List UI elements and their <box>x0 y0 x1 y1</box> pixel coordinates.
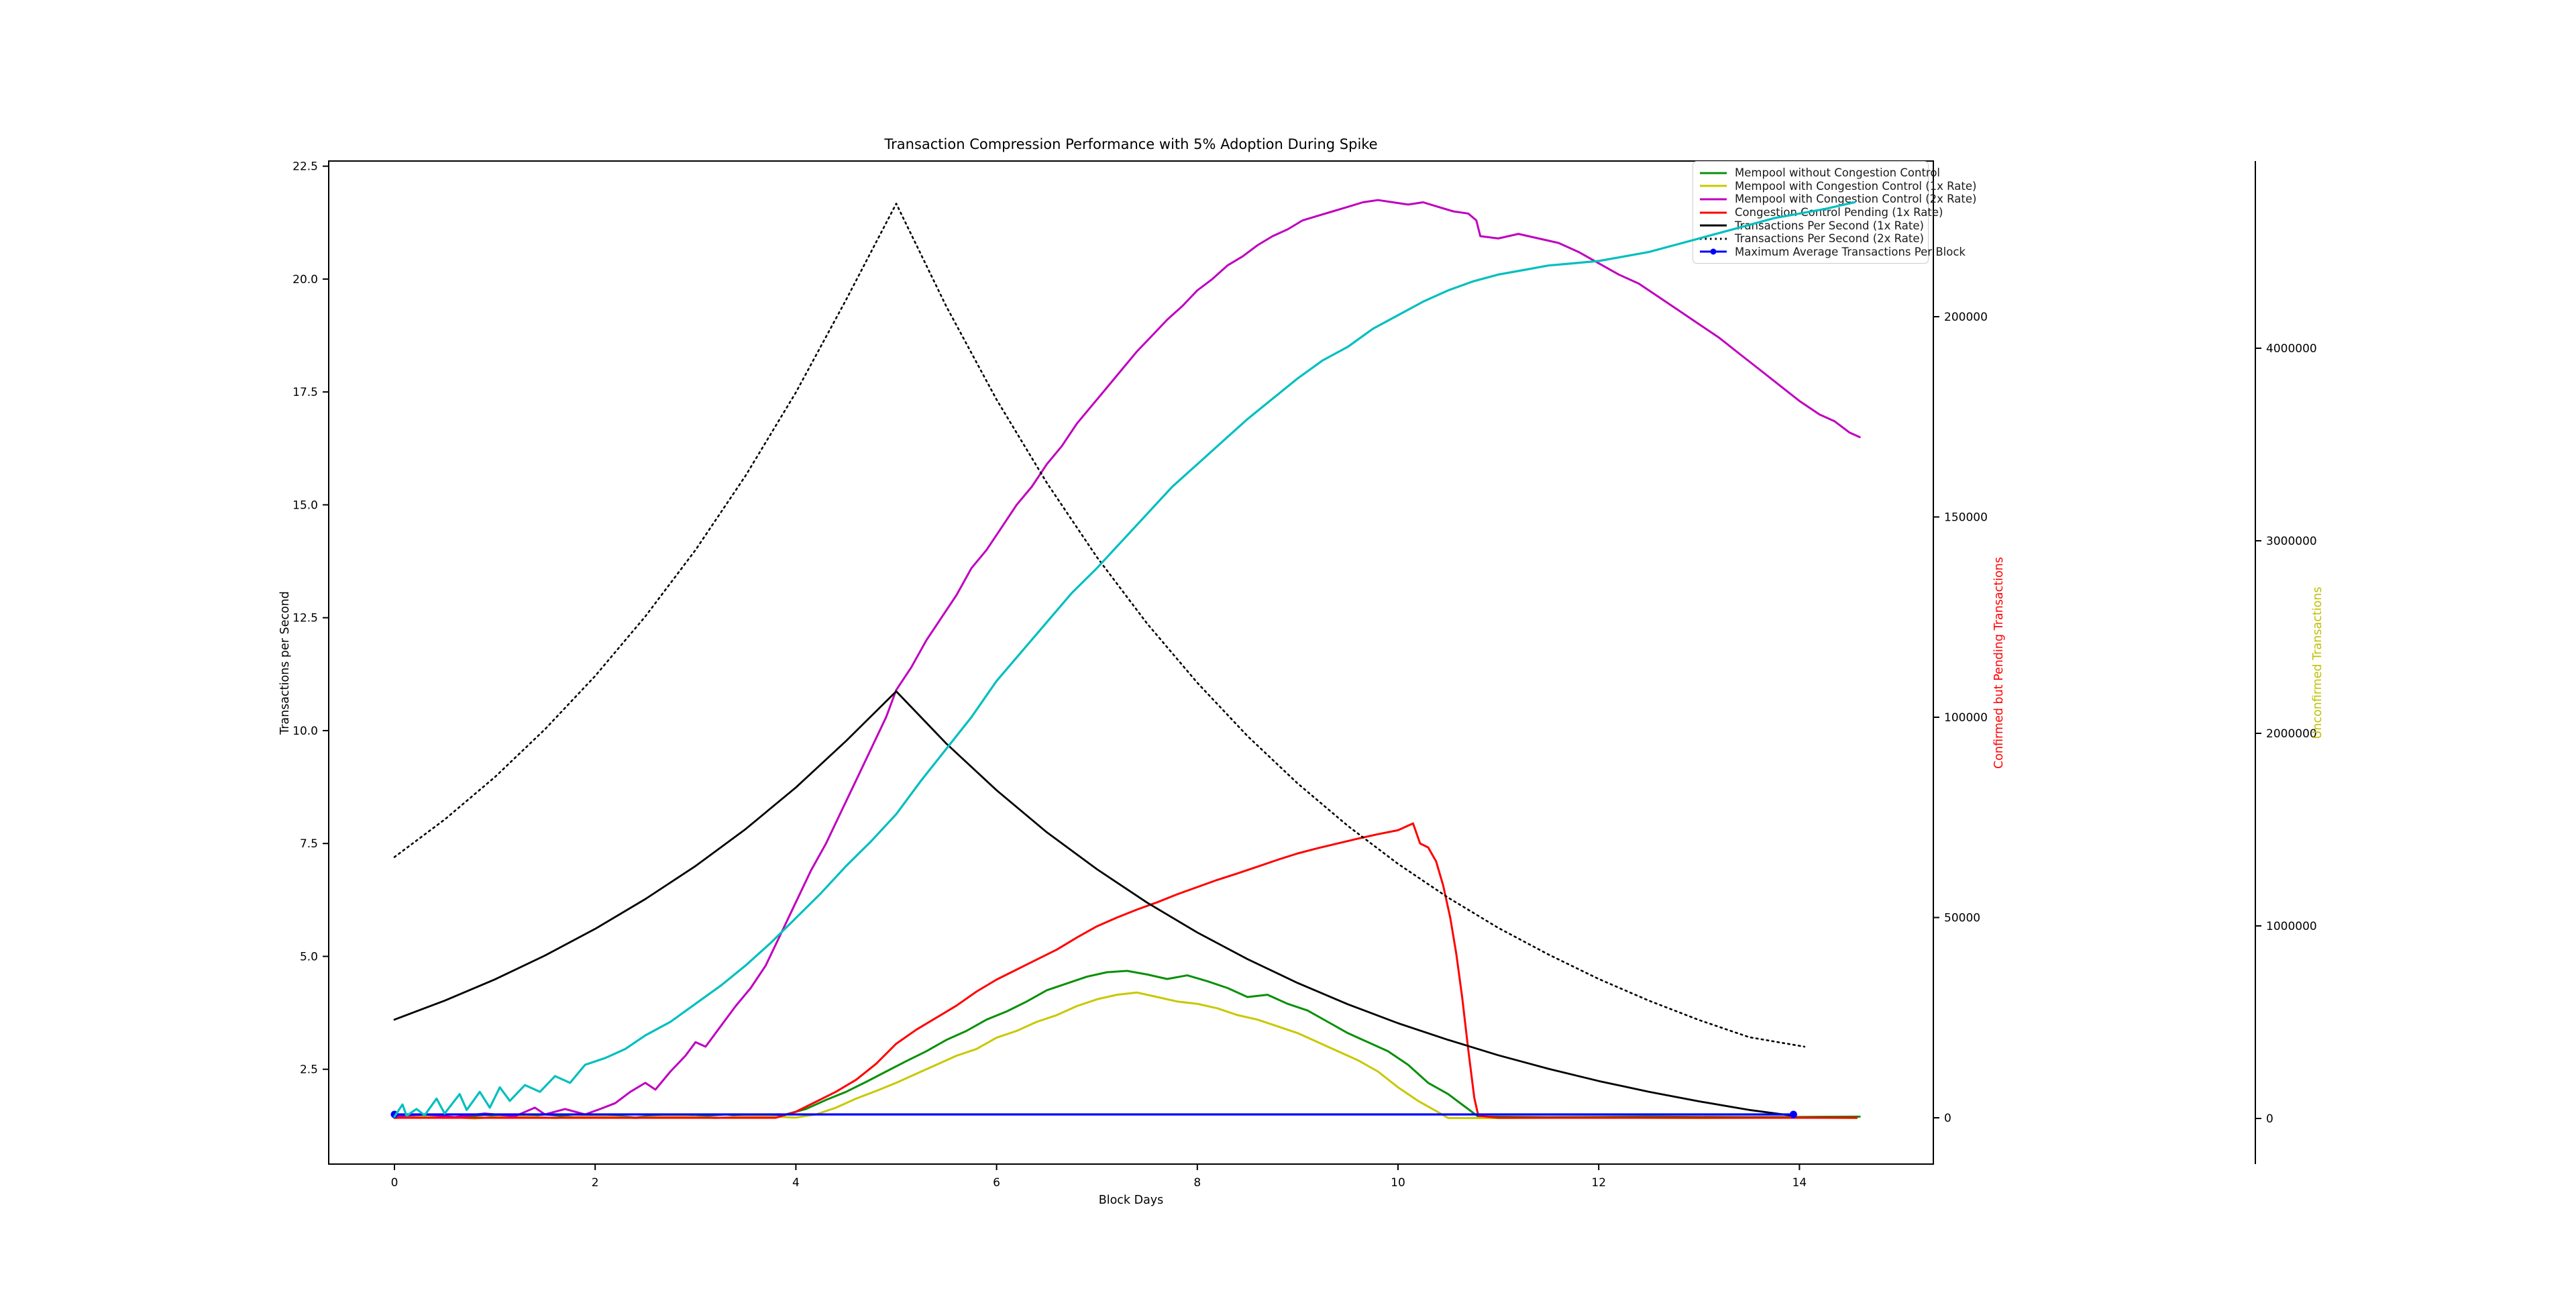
y-left-tick-label: 22.5 <box>292 160 318 174</box>
y-pending-tick-label: 100000 <box>1944 711 1988 725</box>
legend-item-label: Congestion Control Pending (1x Rate) <box>1735 206 1943 219</box>
legend-item: Maximum Average Transactions Per Block <box>1699 246 1966 259</box>
legend-line-sample <box>1700 224 1727 227</box>
y-axis-label-unconfirmed: Unconfirmed Transactions <box>2311 586 2324 739</box>
legend-item-label: Transactions Per Second (1x Rate) <box>1735 219 1924 232</box>
y-pending-tick-label: 50000 <box>1944 912 1980 925</box>
x-tick-label: 6 <box>993 1176 1000 1190</box>
y-pending-tick-label: 200000 <box>1944 311 1988 324</box>
y-left-tick-label: 17.5 <box>292 386 318 399</box>
legend-item: Transactions Per Second (1x Rate) <box>1699 219 1924 232</box>
x-tick-label: 12 <box>1591 1176 1606 1190</box>
y-axis-label-pending: Confirmed but Pending Transactions <box>1992 557 2006 769</box>
y-axis-label-left: Transactions per Second <box>278 591 292 735</box>
legend-item: Transactions Per Second (2x Rate) <box>1699 232 1924 246</box>
series-transactions-per-second-1x-rate- <box>393 690 1794 1117</box>
y-unconfirmed-tick-label: 3000000 <box>2266 535 2317 548</box>
legend-item-label: Mempool with Congestion Control (2x Rate… <box>1735 193 1977 206</box>
x-tick-label: 4 <box>792 1176 800 1190</box>
x-tick-label: 2 <box>592 1176 599 1190</box>
y-unconfirmed-tick-label: 1000000 <box>2266 920 2317 933</box>
x-tick-label: 8 <box>1193 1176 1201 1190</box>
y-left-tick-label: 2.5 <box>300 1063 318 1077</box>
marker-dot <box>1789 1110 1797 1118</box>
y-pending-tick-label: 0 <box>1944 1112 1951 1125</box>
y-left-tick-label: 12.5 <box>292 612 318 625</box>
plot-border <box>328 160 1934 1165</box>
y-left-tick-label: 15.0 <box>292 499 318 512</box>
y-pending-tick-label: 150000 <box>1944 511 1988 525</box>
x-tick-label: 14 <box>1792 1176 1807 1190</box>
legend-line-sample <box>1700 238 1727 240</box>
legend-item-label: Transactions Per Second (2x Rate) <box>1735 232 1924 246</box>
legend-line-sample <box>1700 172 1727 174</box>
y-unconfirmed-tick-label: 0 <box>2266 1112 2273 1126</box>
y-left-tick-label: 10.0 <box>292 725 318 738</box>
legend-item-label: Mempool with Congestion Control (1x Rate… <box>1735 179 1977 193</box>
x-tick-label: 0 <box>391 1176 398 1190</box>
legend-line-sample <box>1700 198 1727 201</box>
series-mempool-with-congestion-control-1x-rate- <box>393 991 1858 1120</box>
x-axis-label: Block Days <box>1098 1194 1164 1207</box>
legend: Mempool without Congestion Control Mempoo… <box>1693 161 1976 264</box>
legend-item-label: Maximum Average Transactions Per Block <box>1735 245 1966 258</box>
legend-item: Mempool without Congestion Control <box>1699 166 1940 180</box>
legend-item: Mempool with Congestion Control (2x Rate… <box>1699 193 1976 206</box>
legend-line-sample <box>1700 185 1727 187</box>
y-unconfirmed-tick-label: 4000000 <box>2266 342 2317 356</box>
legend-line-sample <box>1700 248 1727 255</box>
legend-item-label: Mempool without Congestion Control <box>1735 166 1941 180</box>
marker-dot <box>390 1110 398 1118</box>
y-left-tick-label: 7.5 <box>300 837 318 851</box>
y-unconfirmed-tick-label: 2000000 <box>2266 727 2317 741</box>
legend-line-sample <box>1700 211 1727 214</box>
legend-item: Congestion Control Pending (1x Rate) <box>1699 206 1943 219</box>
series-transactions-per-second-2x-rate- <box>393 203 1806 1048</box>
chart-title: Transaction Compression Performance with… <box>884 136 1378 152</box>
y-left-tick-label: 20.0 <box>292 273 318 286</box>
legend-item: Mempool with Congestion Control (1x Rate… <box>1699 180 1976 193</box>
x-tick-label: 10 <box>1391 1176 1405 1190</box>
series-mempool-with-congestion-control-2x-rate- <box>393 199 1861 1118</box>
y-left-tick-label: 5.0 <box>300 950 318 963</box>
